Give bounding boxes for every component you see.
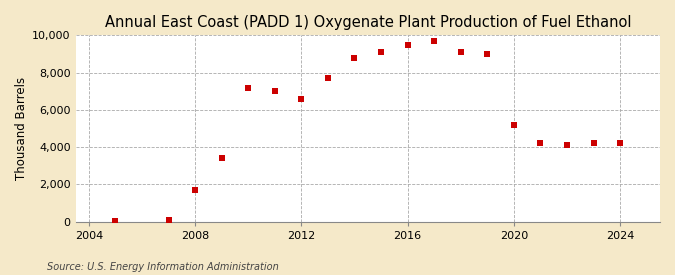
Point [615,141,626,146]
Point [163,218,174,222]
Point [243,85,254,90]
Point [482,52,493,56]
Point [190,188,200,192]
Title: Annual East Coast (PADD 1) Oxygenate Plant Production of Fuel Ethanol: Annual East Coast (PADD 1) Oxygenate Pla… [105,15,631,30]
Point [323,76,333,80]
Y-axis label: Thousand Barrels: Thousand Barrels [15,77,28,180]
Point [296,97,306,101]
Point [402,42,413,47]
Point [456,50,466,54]
Point [588,141,599,146]
Point [562,143,572,147]
Point [216,156,227,161]
Point [508,123,519,127]
Point [376,50,387,54]
Point [349,56,360,60]
Text: Source: U.S. Energy Information Administration: Source: U.S. Energy Information Administ… [47,262,279,272]
Point [269,89,280,94]
Point [429,39,439,43]
Point [110,219,121,223]
Point [535,141,546,146]
